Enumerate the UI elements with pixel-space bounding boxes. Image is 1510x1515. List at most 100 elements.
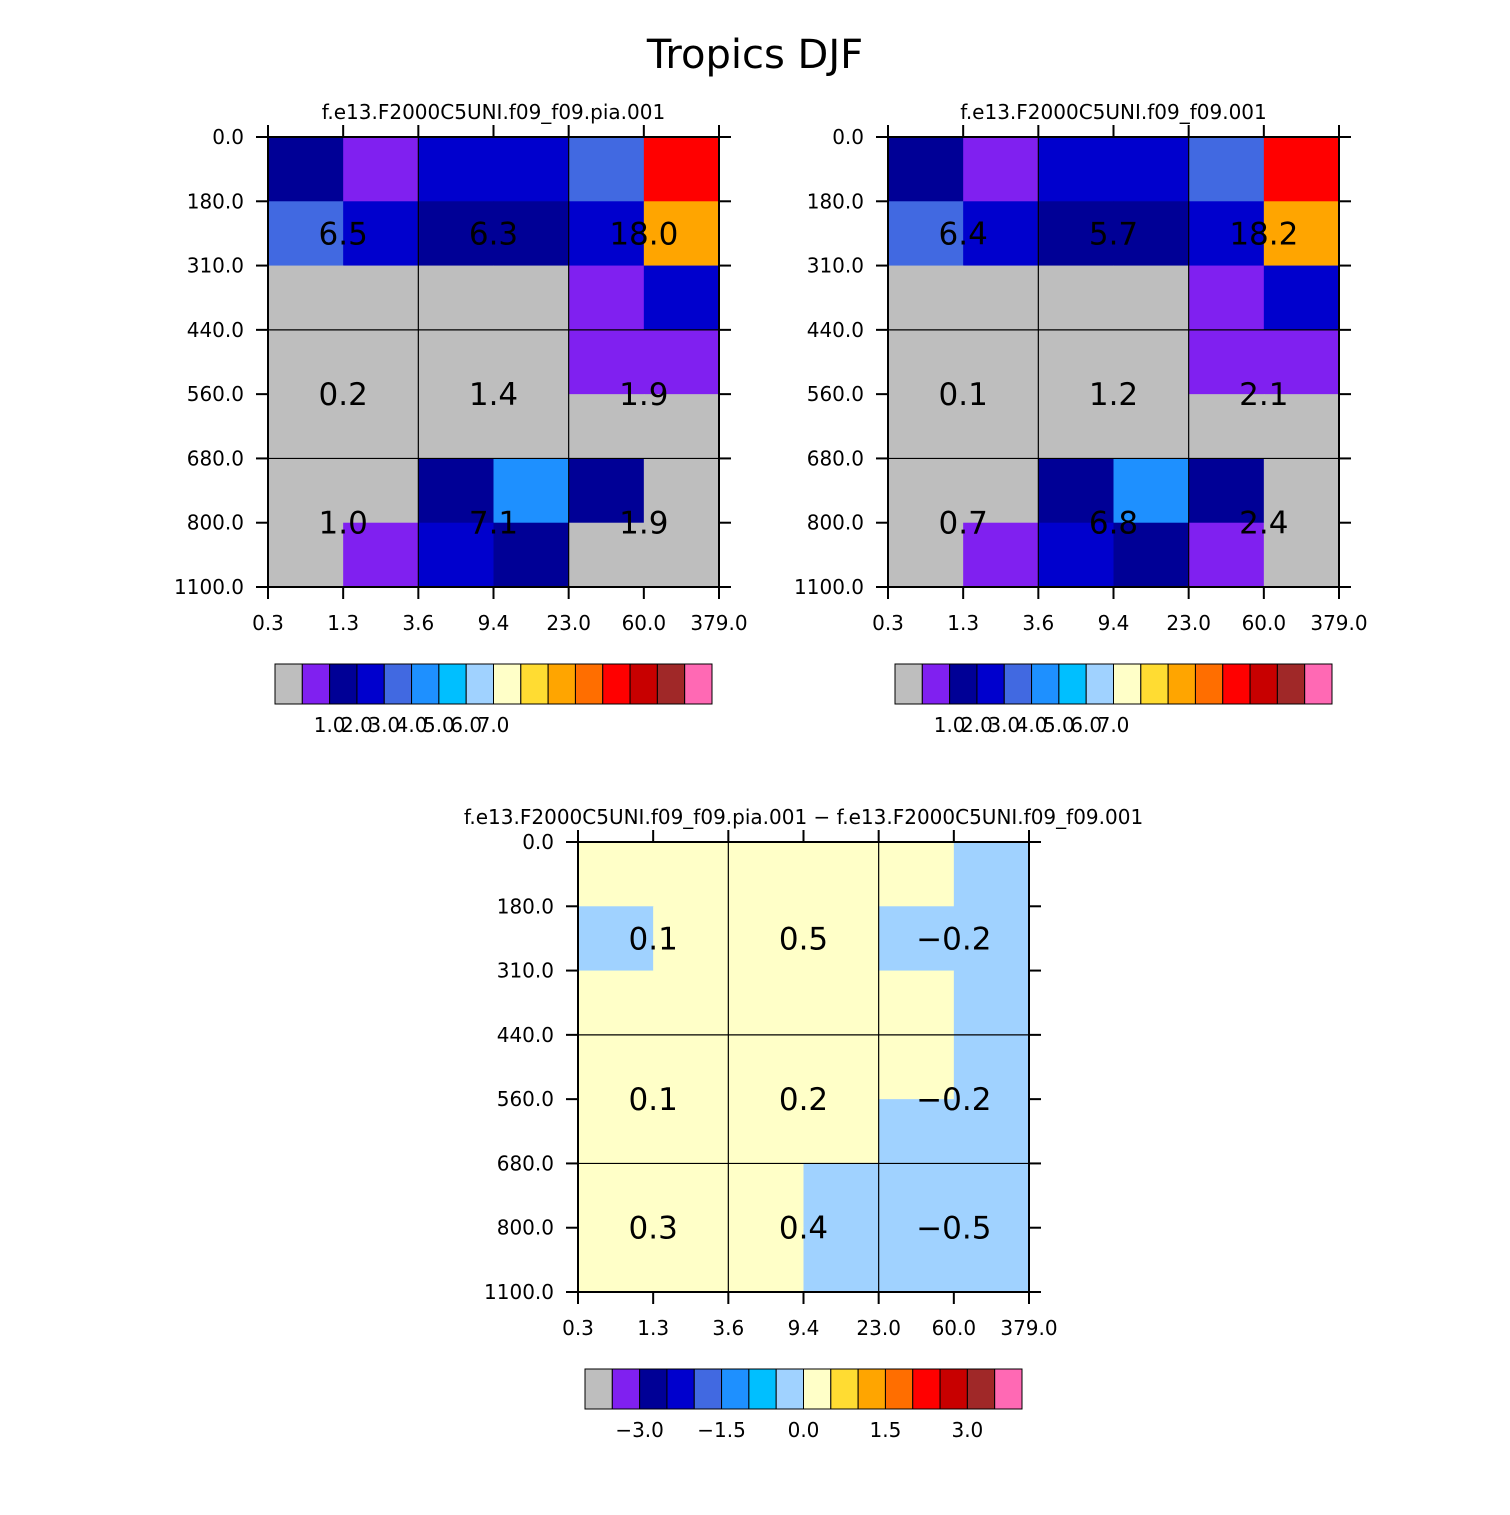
heatmap-cell [643, 137, 720, 202]
x-tick-label: 9.4 [1098, 611, 1130, 635]
heatmap-cell [1038, 137, 1115, 202]
colorbar-label: 5.0 [423, 713, 455, 737]
heatmap-cell [953, 1163, 1030, 1229]
colorbar-swatch [356, 663, 385, 705]
y-tick-label: 180.0 [497, 894, 554, 918]
heatmap-cell [1188, 265, 1265, 331]
heatmap-cell [1188, 201, 1265, 267]
block-value-label: 0.2 [779, 1082, 828, 1118]
y-tick-label: 310.0 [187, 254, 244, 278]
colorbar-label: 3.0 [951, 1418, 983, 1442]
heatmap-cell [953, 970, 1030, 1036]
heatmap-cell [1188, 458, 1265, 524]
heatmap-cell [418, 265, 495, 331]
colorbar-swatch [1276, 663, 1306, 705]
colorbar-swatch [1003, 663, 1033, 705]
heatmap-cell [343, 137, 419, 202]
heatmap-cell [578, 906, 654, 972]
block-value-label: −0.2 [916, 1082, 991, 1118]
heatmap-cell [343, 458, 419, 524]
y-tick-label: 440.0 [187, 318, 244, 342]
heatmap-cell [963, 201, 1039, 267]
heatmap-cell [653, 1034, 729, 1100]
heatmap-cell [268, 394, 344, 460]
block-value-label: 1.9 [619, 506, 668, 542]
colorbar-label: 3.0 [368, 713, 400, 737]
colorbar-label: −1.5 [697, 1418, 746, 1442]
y-tick-label: 680.0 [187, 446, 244, 470]
heatmap-cell [1188, 522, 1265, 588]
heatmap-cell [803, 1227, 880, 1293]
y-tick-label: 1100.0 [484, 1280, 554, 1304]
block-value-label: 0.1 [629, 921, 678, 957]
heatmap-cell [493, 329, 570, 395]
heatmap-cell [728, 1163, 805, 1229]
colorbar-swatch [574, 663, 604, 705]
heatmap-cell [268, 201, 344, 267]
y-tick-label: 440.0 [807, 318, 864, 342]
heatmap-cell [1263, 458, 1340, 524]
heatmap-cell [643, 458, 720, 524]
x-tick-label: 3.6 [1022, 611, 1054, 635]
heatmap-cell [643, 394, 720, 460]
block-value-label: 7.1 [469, 506, 518, 542]
heatmap-cell [643, 522, 720, 588]
heatmap-cell [653, 970, 729, 1036]
x-tick-label: 3.6 [712, 1316, 744, 1340]
panel-title: f.e13.F2000C5UNI.f09_f09.pia.001 − f.e13… [464, 805, 1143, 829]
heatmap-cell [343, 329, 419, 395]
heatmap-cell [578, 970, 654, 1036]
colorbar-swatch [1058, 663, 1087, 705]
y-tick-label: 680.0 [807, 446, 864, 470]
colorbar-swatch [1194, 663, 1224, 705]
y-tick-label: 800.0 [497, 1216, 554, 1240]
heatmap-cell [888, 137, 964, 202]
colorbar-swatch [1249, 663, 1278, 705]
panel-control: f.e13.F2000C5UNI.f09_f09.001 6.4 5.7 18.2 0.… [794, 100, 1368, 737]
y-tick-label: 180.0 [807, 189, 864, 213]
colorbar-swatch [520, 663, 549, 705]
colorbar-swatch [493, 663, 522, 705]
colorbar-swatch [748, 1368, 777, 1410]
heatmap-cell [878, 970, 955, 1036]
y-tick-label: 180.0 [187, 189, 244, 213]
colorbar-swatch [383, 663, 413, 705]
heatmap-cell [953, 906, 1030, 972]
colorbar-swatch [894, 663, 923, 705]
heatmap-cell [418, 394, 495, 460]
x-tick-label: 9.4 [478, 611, 510, 635]
block-value-label: 18.2 [1229, 216, 1298, 252]
colorbar-label: 2.0 [961, 713, 993, 737]
heatmap-cell [418, 329, 495, 395]
y-tick-label: 310.0 [497, 959, 554, 983]
colorbar-swatch [1140, 663, 1169, 705]
colorbar-label: 0.0 [788, 1418, 820, 1442]
colorbar-swatch [411, 663, 440, 705]
colorbar-swatch [274, 663, 303, 705]
x-tick-label: 1.3 [947, 611, 979, 635]
colorbar-swatch [830, 1368, 859, 1410]
colorbar-swatch [547, 663, 576, 705]
heatmap-cell [268, 522, 344, 588]
heatmap-cell [1038, 265, 1115, 331]
x-tick-label: 0.3 [252, 611, 284, 635]
y-tick-label: 0.0 [522, 830, 554, 854]
colorbar-swatch [1085, 663, 1114, 705]
y-tick-label: 680.0 [497, 1151, 554, 1175]
colorbar-swatch [884, 1368, 914, 1410]
heatmap-cell [268, 137, 344, 202]
colorbar-label: 4.0 [1016, 713, 1048, 737]
heatmap-cell [578, 1227, 654, 1293]
heatmap-cell [643, 329, 720, 395]
heatmap-cell [963, 265, 1039, 331]
heatmap-cell [578, 1163, 654, 1229]
heatmap-cell [343, 522, 419, 588]
colorbar-label: 4.0 [396, 713, 428, 737]
block-value-label: 2.4 [1239, 506, 1288, 542]
heatmap-cell [418, 137, 495, 202]
colorbar-swatch [684, 663, 713, 705]
colorbar-swatch [939, 1368, 968, 1410]
block-value-label: 0.4 [779, 1211, 828, 1247]
colorbar-swatch [1031, 663, 1060, 705]
heatmap-cell [653, 906, 729, 972]
